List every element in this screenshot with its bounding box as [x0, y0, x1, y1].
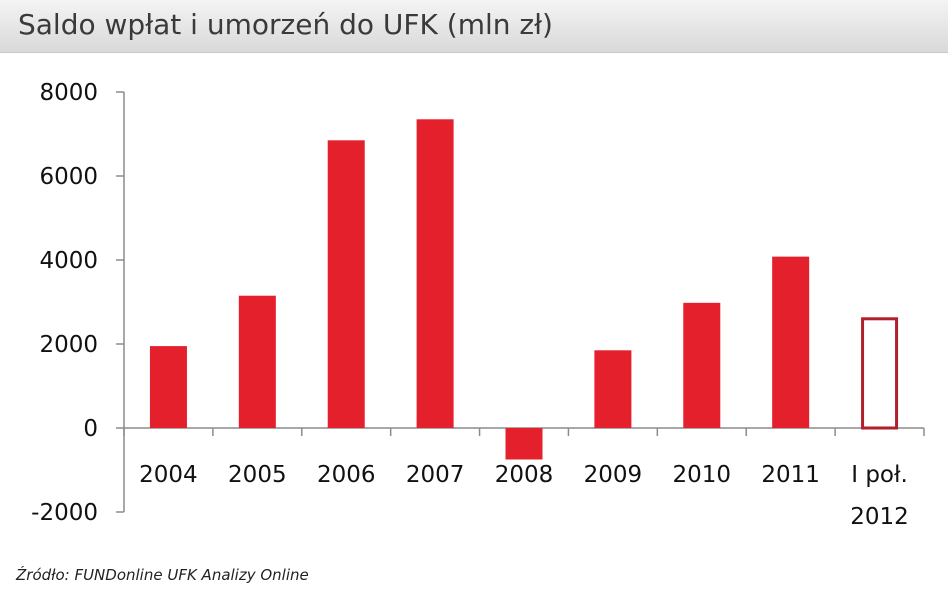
- bar: [772, 256, 810, 428]
- x-tick-label: 2009: [584, 462, 643, 488]
- bar: [238, 295, 276, 428]
- x-tick-label: 2004: [139, 462, 198, 488]
- x-tick-label: I poł.: [851, 462, 908, 488]
- x-tick-label: 2008: [495, 462, 554, 488]
- bar: [505, 428, 543, 460]
- y-tick-label: 8000: [39, 80, 98, 106]
- source-note: Źródło: FUNDonline UFK Analizy Online: [16, 566, 309, 584]
- bar: [861, 317, 899, 430]
- chart-title: Saldo wpłat i umorzeń do UFK (mln zł): [18, 8, 553, 41]
- x-tick-label: 2011: [761, 462, 820, 488]
- y-tick-label: 2000: [39, 332, 98, 358]
- x-tick-label: 2012: [850, 504, 909, 530]
- x-tick-label: 2006: [317, 462, 376, 488]
- bar: [416, 119, 454, 429]
- bar: [327, 140, 365, 429]
- y-tick-label: 6000: [39, 164, 98, 190]
- chart-title-bar: Saldo wpłat i umorzeń do UFK (mln zł): [0, 0, 948, 53]
- bar: [594, 350, 632, 428]
- bar: [683, 302, 721, 428]
- y-tick-label: 4000: [39, 248, 98, 274]
- bar: [149, 346, 187, 428]
- y-tick-label: -2000: [31, 500, 98, 526]
- x-tick-label: 2005: [228, 462, 287, 488]
- y-tick-label: 0: [83, 416, 98, 442]
- x-tick-label: 2010: [673, 462, 732, 488]
- x-tick-label: 2007: [406, 462, 465, 488]
